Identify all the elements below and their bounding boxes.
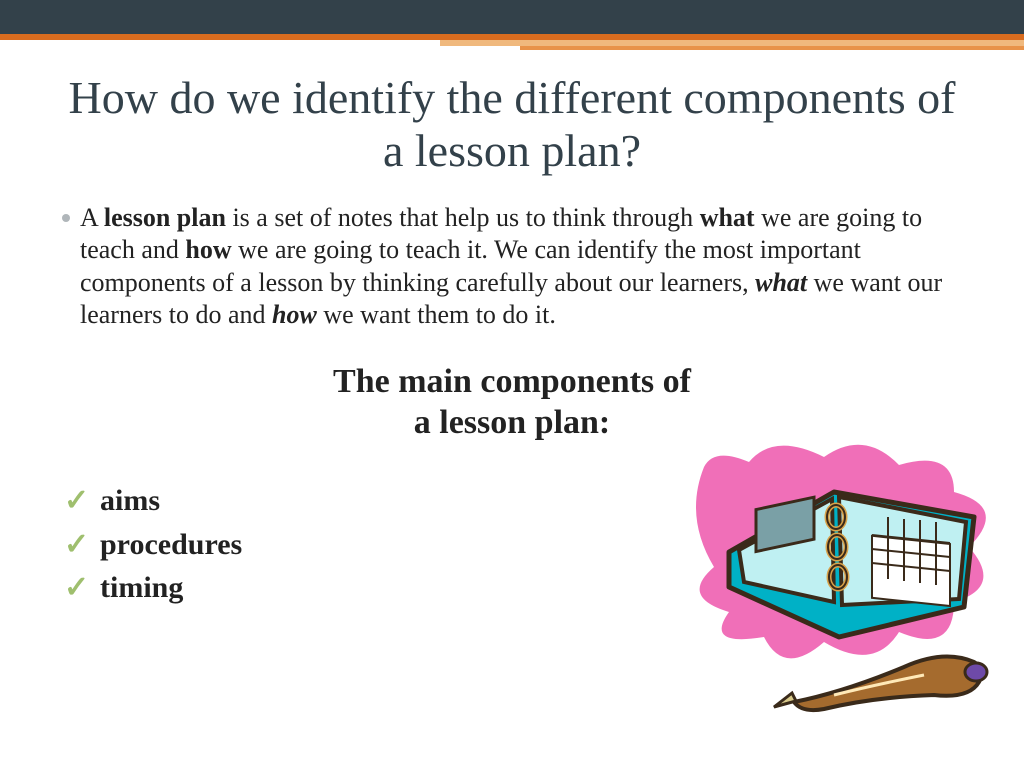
bold-italic-text: how [272, 300, 317, 329]
checkmark-icon: ✓ [64, 479, 94, 523]
pen-icon [774, 657, 987, 711]
text: we want them to do it. [317, 300, 556, 329]
slide-title: How do we identify the different compone… [60, 72, 964, 178]
accent-bars [0, 34, 1024, 52]
bold-text: what [700, 203, 755, 232]
checkmark-icon: ✓ [64, 523, 94, 567]
subheading-line-2: a lesson plan: [414, 404, 611, 441]
body-paragraph-row: A lesson plan is a set of notes that hel… [60, 202, 964, 332]
bold-text: how [185, 235, 231, 264]
planner-clipart [674, 437, 1014, 727]
bold-italic-text: what [755, 268, 807, 297]
text: A [80, 203, 104, 232]
subheading: The main components of a lesson plan: [60, 362, 964, 444]
checklist-label: aims [100, 479, 160, 523]
bold-text: lesson plan [104, 203, 226, 232]
subheading-line-1: The main components of [333, 363, 691, 400]
bullet-icon [62, 214, 70, 222]
text: is a set of notes that help us to think … [226, 203, 700, 232]
body-paragraph: A lesson plan is a set of notes that hel… [80, 202, 964, 332]
header-band [0, 0, 1024, 34]
accent-bar-3 [520, 46, 1024, 50]
checklist-label: timing [100, 566, 183, 610]
checkmark-icon: ✓ [64, 566, 94, 610]
checklist-label: procedures [100, 523, 242, 567]
